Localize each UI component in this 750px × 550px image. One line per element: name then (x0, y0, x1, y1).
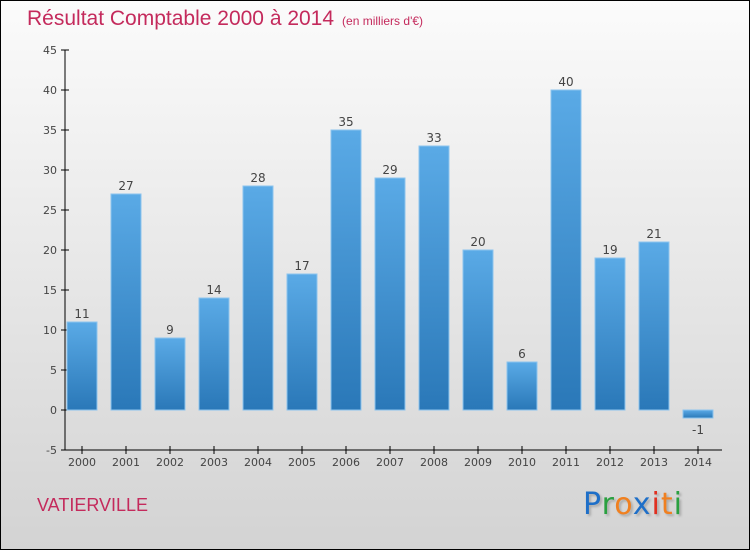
y-tick-label: 45 (43, 44, 57, 57)
unit-label: (en milliers d'€) (342, 14, 424, 28)
logo-letter: i (651, 487, 661, 522)
bar-2003 (198, 297, 230, 411)
y-tick-label: 30 (43, 164, 57, 177)
data-label: 11 (74, 307, 89, 321)
data-label: 35 (338, 115, 353, 129)
x-tick-label: 2009 (464, 456, 492, 469)
x-tick-label: 2004 (244, 456, 272, 469)
y-tick-label: 15 (43, 284, 57, 297)
logo-letter: o (614, 487, 633, 522)
x-tick-label: 2000 (68, 456, 96, 469)
x-tick-label: 2012 (596, 456, 624, 469)
bar-2012 (594, 257, 626, 411)
bar-2000 (66, 321, 98, 411)
bar-2008 (418, 145, 450, 411)
bar-2006 (330, 129, 362, 411)
y-tick-label: 35 (43, 124, 57, 137)
data-label: 28 (250, 171, 265, 185)
y-tick-label: 25 (43, 204, 57, 217)
x-tick-label: 2007 (376, 456, 404, 469)
data-label: 14 (206, 283, 221, 297)
data-label: 19 (602, 243, 617, 257)
data-label: 20 (470, 235, 485, 249)
bar-2013 (638, 241, 670, 411)
x-tick-label: 2010 (508, 456, 536, 469)
data-label: 29 (382, 163, 397, 177)
x-tick-label: 2005 (288, 456, 316, 469)
chart-title: Résultat Comptable 2000 à 2014 (en millie… (27, 7, 423, 31)
y-tick-label: 10 (43, 324, 57, 337)
x-tick-label: 2013 (640, 456, 668, 469)
bar-2001 (110, 193, 142, 411)
bar-2014 (682, 409, 714, 419)
data-label: 9 (166, 323, 174, 337)
logo-letter: t (660, 487, 674, 522)
x-tick-label: 2006 (332, 456, 360, 469)
bar-2004 (242, 185, 274, 411)
logo-letter: x (632, 487, 652, 522)
bar-2005 (286, 273, 318, 411)
y-tick-label: 40 (43, 84, 57, 97)
x-tick-label: 2002 (156, 456, 184, 469)
y-tick-label: 20 (43, 244, 57, 257)
data-label: 33 (426, 131, 441, 145)
x-tick-label: 2011 (552, 456, 580, 469)
x-tick-label: 2014 (684, 456, 712, 469)
logo-letter: i (673, 487, 683, 522)
y-tick-label: 0 (50, 404, 57, 417)
bar-2010 (506, 361, 538, 411)
bar-2011 (550, 89, 582, 411)
proxiti-logo: Proxiti (583, 487, 683, 522)
data-label: 21 (646, 227, 661, 241)
bar-2002 (154, 337, 186, 411)
x-tick-label: 2001 (112, 456, 140, 469)
place-name: VATIERVILLE (37, 495, 149, 515)
data-label: 6 (518, 347, 526, 361)
y-tick-label: -5 (46, 444, 57, 457)
bar-2007 (374, 177, 406, 411)
y-tick-label: 5 (50, 364, 57, 377)
bar-2009 (462, 249, 494, 411)
x-tick-label: 2008 (420, 456, 448, 469)
x-tick-label: 2003 (200, 456, 228, 469)
data-label: 40 (558, 75, 573, 89)
logo-letter: P (583, 487, 602, 522)
data-label: 27 (118, 179, 133, 193)
title-text: Résultat Comptable 2000 à 2014 (27, 7, 335, 30)
logo-letter: r (601, 487, 615, 522)
data-label: -1 (692, 423, 704, 437)
data-label: 17 (294, 259, 309, 273)
